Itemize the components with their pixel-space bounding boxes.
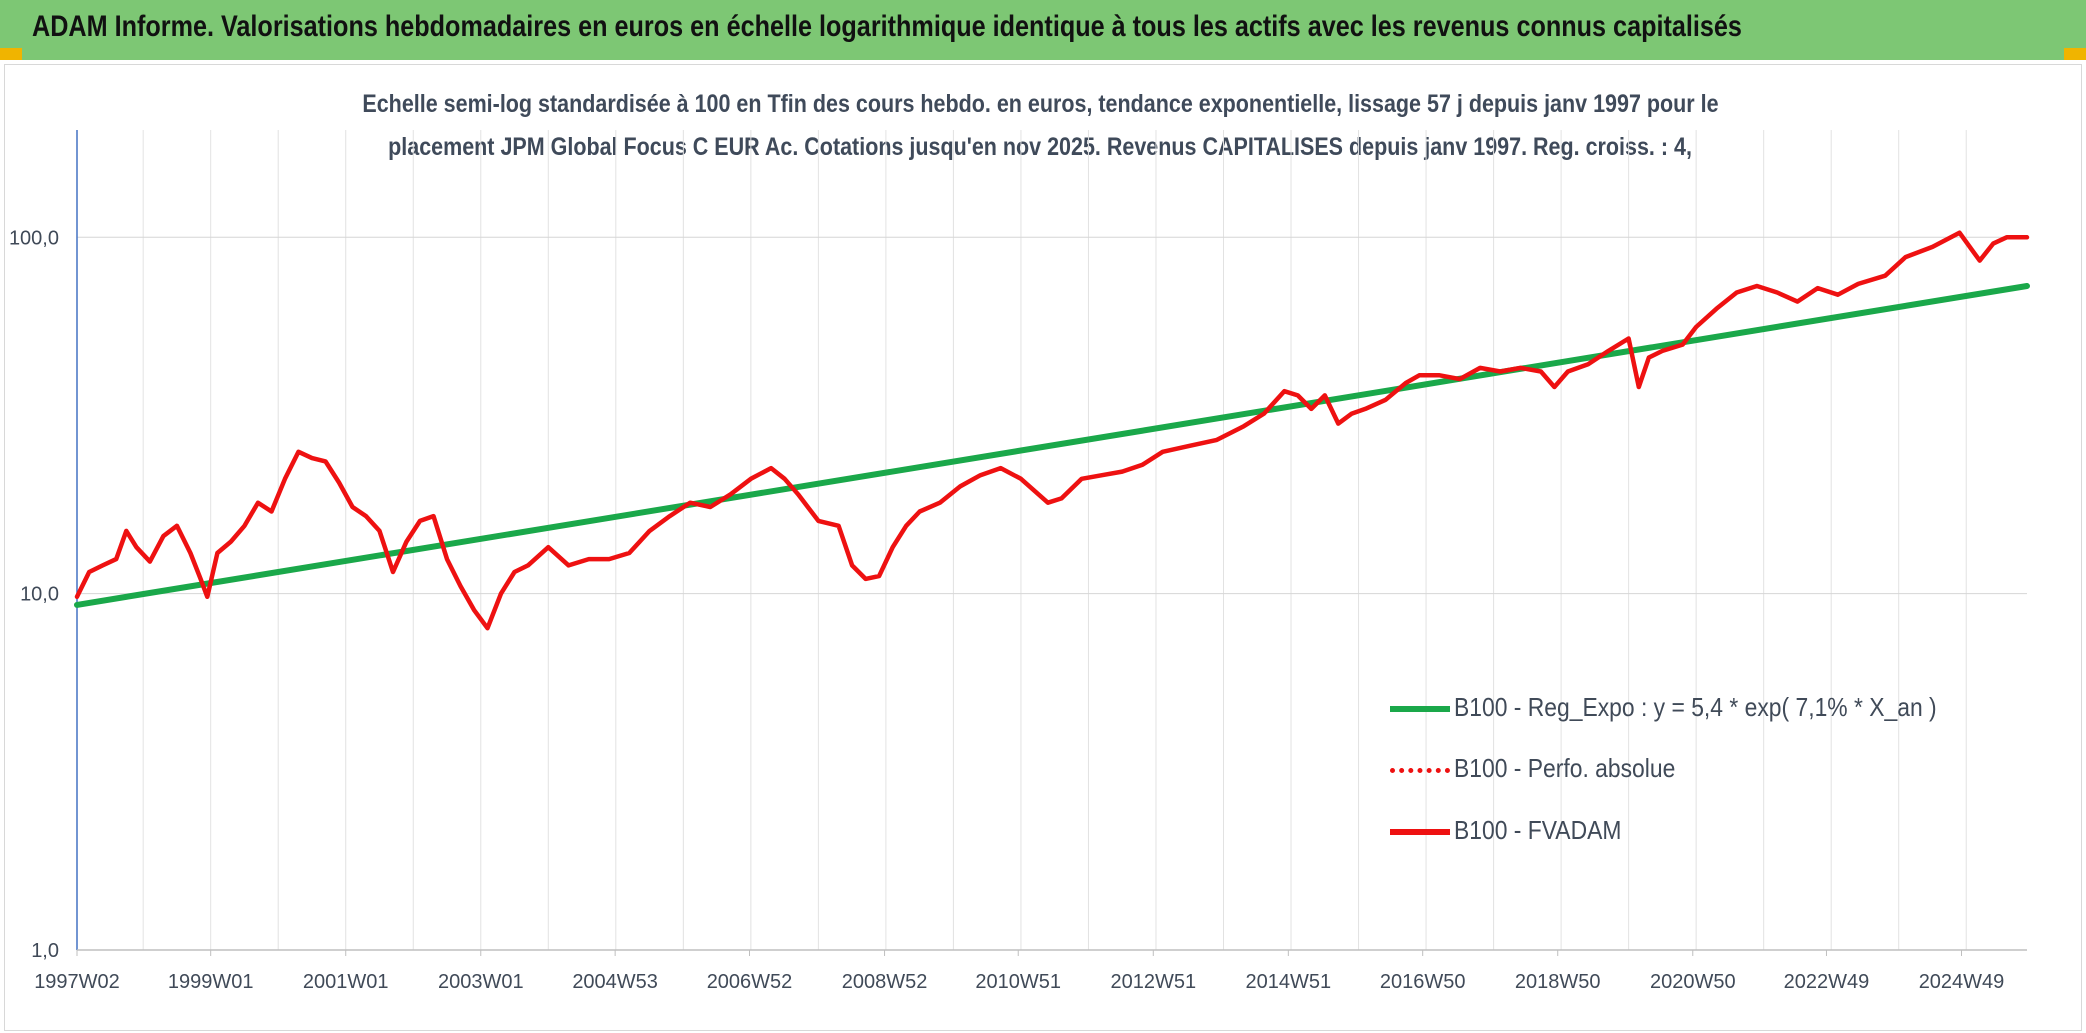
x-tick-label: 2014W51 (1246, 971, 1332, 993)
x-tick-label: 2006W52 (707, 971, 793, 993)
legend-label-fvadam: B100 - FVADAM (1454, 815, 1622, 845)
x-tick-label: 2020W50 (1650, 971, 1736, 993)
x-tick-label: 1997W02 (34, 971, 120, 993)
corner-accent-left (0, 48, 22, 60)
x-tick-label: 2022W49 (1784, 971, 1870, 993)
y-tick-label: 10,0 (20, 584, 59, 606)
legend-swatch-trend (1390, 706, 1450, 712)
x-tick-label: 2004W53 (572, 971, 658, 993)
chart-frame (4, 64, 2082, 1031)
x-tick-label: 2008W52 (842, 971, 928, 993)
x-tick-label: 2012W51 (1110, 971, 1196, 993)
report-title: ADAM Informe. Valorisations hebdomadaire… (32, 10, 1742, 43)
series-line-trend (74, 283, 2030, 608)
series-line-fvadam (74, 230, 2030, 631)
x-tick-label: 2018W50 (1515, 971, 1601, 993)
x-tick-label: 2016W50 (1380, 971, 1466, 993)
legend-swatch-absolute (1390, 768, 1450, 773)
chart-title-line-2: placement JPM Global Focus C EUR Ac. Cot… (388, 133, 1692, 161)
y-tick-label: 100,0 (9, 227, 59, 249)
x-tick-label: 1999W01 (168, 971, 254, 993)
y-tick-label: 1,0 (31, 940, 59, 962)
x-tick-label: 2001W01 (303, 971, 389, 993)
report-header: ADAM Informe. Valorisations hebdomadaire… (0, 0, 2086, 60)
legend-label-trend: B100 - Reg_Expo : y = 5,4 * exp( 7,1% * … (1454, 692, 1937, 722)
legend-swatch-fvadam (1390, 829, 1450, 835)
chart-title-line-1: Echelle semi-log standardisée à 100 en T… (361, 90, 1719, 118)
x-tick-label: 2003W01 (438, 971, 524, 993)
x-tick-label: 2010W51 (975, 971, 1061, 993)
x-tick-label: 2024W49 (1919, 971, 2005, 993)
corner-accent-right (2064, 48, 2086, 60)
legend-label-absolute: B100 - Perfo. absolue (1454, 753, 1676, 783)
